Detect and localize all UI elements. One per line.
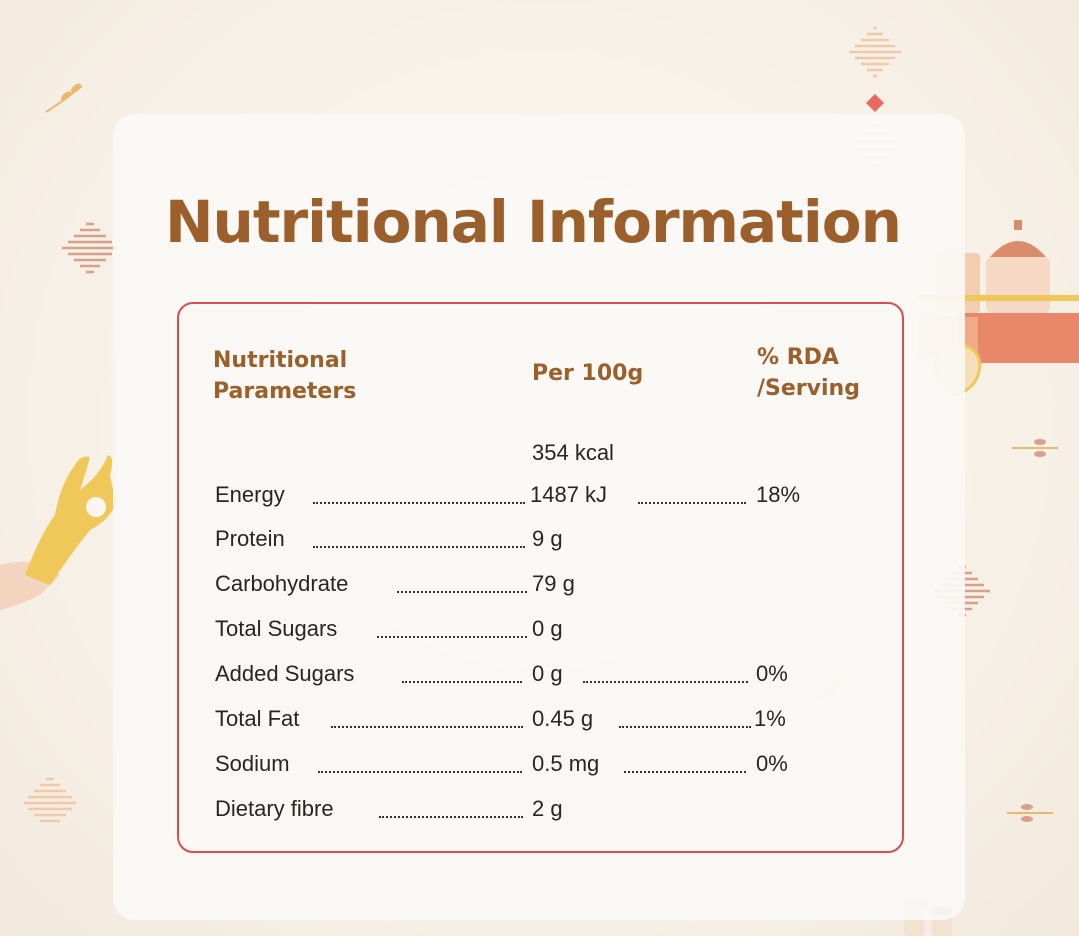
hand-gesture-icon <box>0 455 118 610</box>
row-value: 0.45 g <box>532 706 594 731</box>
row-value: 0 g <box>532 616 563 641</box>
row-label: Total Fat <box>215 706 300 731</box>
leader-dots <box>619 726 751 728</box>
header-rda-serving: % RDA /Serving <box>757 342 860 404</box>
row-rda: 0% <box>756 661 788 686</box>
leader-dots <box>402 681 522 683</box>
sprig-icon <box>1007 804 1053 822</box>
row-value: 0 g <box>532 661 563 686</box>
row-value: 79 g <box>532 571 575 596</box>
header-rda-line1: % RDA <box>757 345 839 370</box>
row-value: 1487 kJ <box>530 482 608 507</box>
row-label: Carbohydrate <box>215 571 349 596</box>
leader-dots <box>397 591 527 593</box>
row-label: Sodium <box>215 751 290 776</box>
row-label: Protein <box>215 526 285 551</box>
row-rda: 1% <box>754 706 786 731</box>
row-value: 0.5 mg <box>532 751 600 776</box>
row-rda: 0% <box>756 751 788 776</box>
sprig-icon <box>1012 439 1058 457</box>
sprig-icon <box>45 83 83 113</box>
leader-dots <box>624 771 746 773</box>
row-rda: 18% <box>756 482 801 507</box>
row-label: Added Sugars <box>215 661 355 686</box>
content-card <box>113 114 965 920</box>
header-nutritional-parameters: Nutritional Parameters <box>213 345 356 407</box>
decorative-diamond-pattern-icon <box>24 777 76 823</box>
leader-dots <box>379 816 523 818</box>
leader-dots <box>318 771 522 773</box>
header-rda-line2: /Serving <box>757 376 860 401</box>
energy-kcal-value: 354 kcal <box>532 440 614 465</box>
leader-dots <box>638 502 746 504</box>
leader-dots <box>583 681 748 683</box>
row-label: Dietary fibre <box>215 796 334 821</box>
header-param-line1: Nutritional <box>213 348 348 373</box>
nutrition-table-frame <box>177 302 904 853</box>
leader-dots <box>331 726 523 728</box>
row-label: Total Sugars <box>215 616 338 641</box>
header-param-line2: Parameters <box>213 379 357 404</box>
row-value: 2 g <box>532 796 563 821</box>
row-value: 9 g <box>532 526 563 551</box>
decorative-diamond-pattern-icon <box>849 26 901 78</box>
leader-dots <box>313 546 525 548</box>
red-diamond-icon <box>866 94 884 112</box>
decorative-diamond-pattern-icon <box>62 222 118 274</box>
page-title: Nutritional Information <box>165 188 902 256</box>
row-label: Energy <box>215 482 285 507</box>
leader-dots <box>313 502 525 504</box>
leader-dots <box>377 636 527 638</box>
header-per-100g: Per 100g <box>532 361 644 386</box>
